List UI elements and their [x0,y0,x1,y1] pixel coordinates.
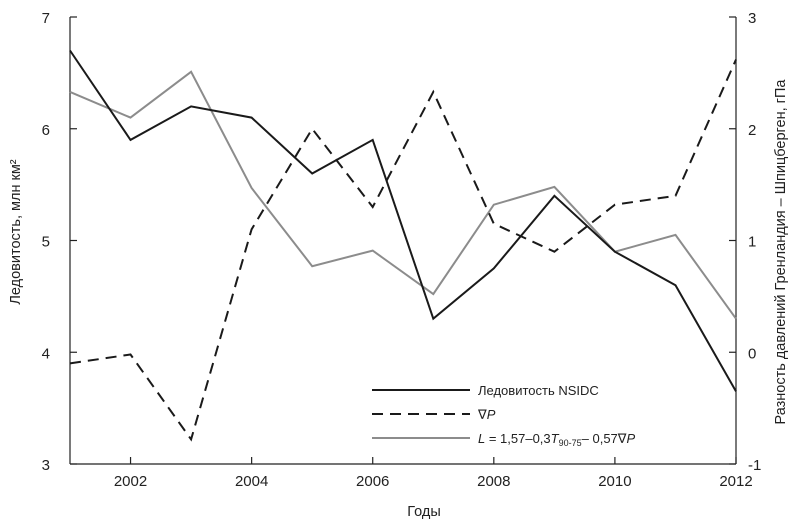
x-axis-label: Годы [407,504,441,520]
legend-t-sub: 90-75 [559,438,582,448]
x-tick-label: 2004 [235,473,268,490]
x-tick-label: 2008 [477,473,510,490]
legend-t-var: T [551,431,560,446]
y-tick-label-right: -1 [748,457,761,474]
legend-label-model: L = 1,57–0,3T90-75– 0,57∇P [478,431,636,448]
legend-rest: – 0,57 [582,431,618,446]
legend-p-var-2: P [627,431,636,446]
legend-l-var: L [478,431,485,446]
legend-eq: = 1,57–0,3 [485,431,550,446]
y-tick-label-right: 1 [748,234,756,251]
legend-p-var: P [487,407,496,422]
series-line-nsidc [69,49,737,392]
y-tick-label-left: 5 [42,234,50,251]
legend-label-dp: ∇P [477,407,496,422]
x-tick-label: 2012 [719,473,752,490]
legend-nabla: ∇ [477,407,487,422]
x-tick-label: 2002 [114,473,147,490]
legend: Ледовитость NSIDC ∇P L = 1,57–0,3T90-75–… [372,383,636,448]
y-axis-label-right: Разность давлений Гренландия – Шпицберге… [773,79,789,425]
y-tick-label-right: 0 [748,345,756,362]
x-tick-label: 2010 [598,473,631,490]
x-tick-label: 2006 [356,473,389,490]
legend-label-nsidc: Ледовитость NSIDC [478,383,599,398]
series-line-dp [69,59,737,442]
y-tick-label-left: 7 [42,10,50,27]
series-lines [69,49,737,442]
y-tick-label-right: 3 [748,10,756,27]
y-tick-label-left: 4 [42,345,50,362]
series-line-model [69,70,737,320]
y-axis-label-left: Ледовитость, млн км² [8,159,24,304]
y-tick-label-right: 2 [748,122,756,139]
legend-nabla-2: ∇ [617,431,627,446]
ticks: 2002 2004 2006 2008 2010 2012 3 4 5 6 7 -1 0 1 2 3 [42,10,762,490]
y-tick-label-left: 3 [42,457,50,474]
axes [69,17,737,465]
y-tick-label-left: 6 [42,122,50,139]
